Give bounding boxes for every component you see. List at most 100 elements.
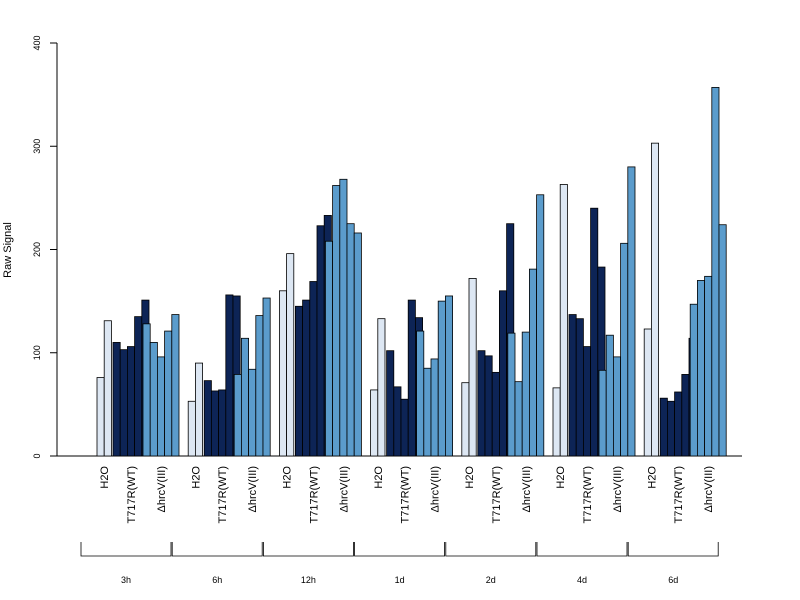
bar-12h-T717R(WT)-3: [309, 281, 318, 457]
bar-3h-T717R(WT)-4: [134, 316, 143, 457]
bar-12h-T717R(WT)-2: [302, 299, 311, 457]
bar-3h-T717R(WT)-2: [119, 349, 128, 457]
bar-3h-H2O-1: [96, 377, 105, 457]
bar-4d-T717R(WT)-4: [590, 207, 599, 457]
condition-label: H2O: [190, 466, 202, 489]
bar-3h-ΔhrcV(III)-2: [149, 342, 158, 457]
bar-2d-H2O-1: [461, 382, 470, 457]
bar-6h-T717R(WT)-1: [203, 380, 212, 457]
bar-6h-ΔhrcV(III)-5: [262, 297, 271, 457]
bar-2d-ΔhrcV(III)-5: [536, 194, 545, 457]
bar-12h-ΔhrcV(III)-3: [339, 178, 348, 457]
bar-2d-ΔhrcV(III)-1: [507, 332, 516, 457]
bar-1d-ΔhrcV(III)-4: [437, 300, 446, 457]
bar-1d-H2O-2: [377, 318, 386, 457]
bar-1d-T717R(WT)-4: [407, 299, 416, 457]
condition-label: ΔhrcV(III): [521, 466, 533, 512]
bar-1d-T717R(WT)-2: [393, 386, 402, 457]
timepoint-bracket: [354, 542, 445, 557]
condition-label: H2O: [555, 466, 567, 489]
bar-2d-ΔhrcV(III)-2: [514, 381, 523, 457]
bar-6h-ΔhrcV(III)-2: [240, 337, 249, 457]
timepoint-bracket: [627, 542, 719, 557]
timepoint-bracket: [171, 542, 263, 557]
bar-12h-H2O-1: [278, 290, 287, 457]
bar-12h-H2O-2: [286, 253, 295, 457]
bar-1d-H2O-1: [370, 389, 379, 457]
condition-label: H2O: [373, 466, 385, 489]
bar-1d-T717R(WT)-1: [386, 350, 395, 457]
bar-6h-ΔhrcV(III)-1: [233, 374, 242, 457]
bar-12h-T717R(WT)-4: [316, 225, 325, 457]
bar-3h-ΔhrcV(III)-1: [142, 323, 151, 457]
bar-1d-ΔhrcV(III)-1: [416, 330, 425, 457]
condition-label: ΔhrcV(III): [612, 466, 624, 512]
bar-4d-H2O-1: [552, 387, 561, 457]
timepoint-bracket: [536, 542, 628, 557]
y-tick-label: 200: [32, 242, 42, 257]
condition-labels: H2O T717R(WT) ΔhrcV(III) H2O T717R(WT) ΔhrcV(…: [99, 466, 715, 524]
bar-12h-T717R(WT)-1: [294, 305, 303, 457]
bar-3h-ΔhrcV(III)-4: [164, 330, 173, 457]
bar-2d-H2O-2: [468, 278, 477, 457]
bar-2d-T717R(WT)-4: [498, 290, 507, 457]
bar-4d-T717R(WT)-2: [575, 318, 584, 457]
timepoint-label: 1d: [395, 575, 405, 585]
bar-6h-T717R(WT)-2: [210, 390, 219, 457]
condition-label: H2O: [282, 466, 294, 489]
bar-1d-ΔhrcV(III)-3: [430, 358, 439, 457]
condition-label: T717R(WT): [126, 466, 138, 523]
bar-6h-ΔhrcV(III)-3: [248, 368, 257, 457]
y-tick-label: 0: [32, 453, 42, 458]
timepoint-bracket: [80, 542, 172, 557]
bar-6d-H2O-1: [643, 328, 652, 457]
condition-label: ΔhrcV(III): [703, 466, 715, 512]
bar-6d-ΔhrcV(III)-1: [689, 303, 698, 457]
bar-4d-H2O-2: [559, 184, 568, 457]
bar-6d-ΔhrcV(III)-3: [704, 275, 713, 457]
bar-6d-ΔhrcV(III)-5: [718, 224, 727, 457]
condition-label: ΔhrcV(III): [430, 466, 442, 512]
bar-6d-T717R(WT)-4: [681, 374, 690, 457]
bar-3h-T717R(WT)-3: [127, 346, 136, 457]
bar-1d-T717R(WT)-3: [400, 398, 409, 457]
bar-4d-ΔhrcV(III)-5: [627, 166, 636, 457]
condition-label: H2O: [464, 466, 476, 489]
bar-6d-ΔhrcV(III)-4: [711, 86, 720, 457]
bar-6d-T717R(WT)-2: [667, 400, 676, 457]
condition-label: T717R(WT): [217, 466, 229, 523]
condition-label: H2O: [646, 466, 658, 489]
timepoint-label: 6h: [212, 575, 222, 585]
bar-6d-T717R(WT)-3: [674, 391, 683, 457]
timepoint-label: 4d: [577, 575, 587, 585]
condition-label: T717R(WT): [491, 466, 503, 523]
bar-4d-ΔhrcV(III)-4: [620, 242, 629, 457]
bar-3h-H2O-2: [103, 320, 112, 457]
bar-2d-ΔhrcV(III)-3: [521, 331, 530, 457]
y-ticks: 0 100 200 300 400: [32, 35, 57, 459]
bar-6d-ΔhrcV(III)-2: [697, 280, 706, 457]
y-tick-label: 100: [32, 345, 42, 360]
condition-label: T717R(WT): [582, 466, 594, 523]
bar-4d-ΔhrcV(III)-2: [605, 334, 614, 457]
timepoint-label: 2d: [486, 575, 496, 585]
condition-label: T717R(WT): [673, 466, 685, 523]
bar-3h-ΔhrcV(III)-3: [156, 356, 165, 457]
y-tick-label: 300: [32, 139, 42, 154]
condition-label: ΔhrcV(III): [338, 466, 350, 512]
bar-6d-T717R(WT)-1: [659, 397, 668, 457]
condition-label: ΔhrcV(III): [156, 466, 168, 512]
timepoint-label: 6d: [668, 575, 678, 585]
condition-label: T717R(WT): [400, 466, 412, 523]
bar-6h-H2O-2: [194, 362, 203, 457]
bar-6d-H2O-2: [651, 142, 660, 457]
bar-2d-T717R(WT)-3: [491, 371, 500, 457]
y-axis: 0 100 200 300 400 Raw Signal: [2, 35, 58, 459]
bar-12h-ΔhrcV(III)-4: [346, 223, 355, 457]
bars: [96, 86, 727, 457]
bar-6h-H2O-1: [187, 400, 196, 457]
bar-3h-ΔhrcV(III)-5: [171, 314, 180, 457]
y-axis-label: Raw Signal: [2, 222, 14, 278]
bar-4d-T717R(WT)-1: [568, 314, 577, 457]
